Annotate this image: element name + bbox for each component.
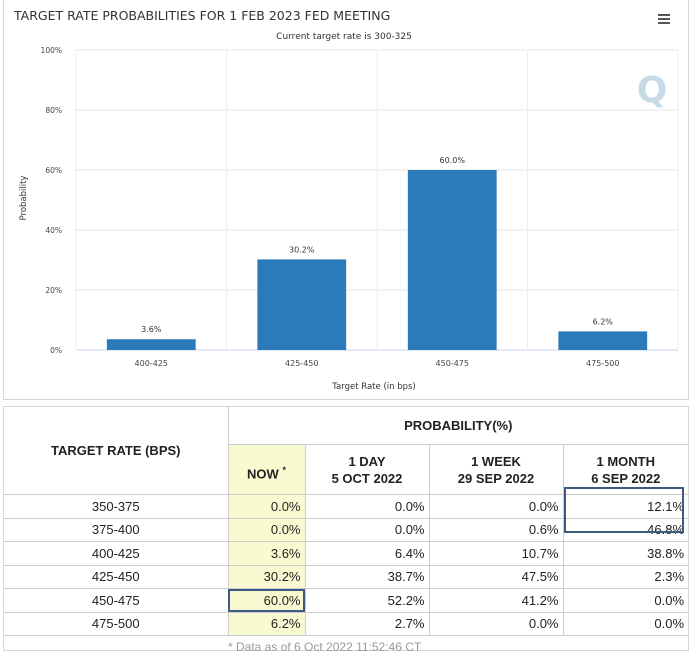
x-tick-label: 400-425 (135, 359, 168, 368)
table-row: 450-475 60.0% 52.2% 41.2% 0.0% (4, 589, 688, 613)
probability-header: PROBABILITY(%) (228, 407, 688, 445)
rate-cell: 425-450 (4, 565, 228, 589)
day-value: 0.0% (305, 495, 429, 519)
rate-cell: 475-500 (4, 612, 228, 636)
y-tick-label: 80% (45, 106, 62, 115)
now-value: 0.0% (228, 495, 305, 519)
bar-chart: TARGET RATE PROBABILITIES FOR 1 FEB 2023… (4, 0, 690, 400)
now-value: 30.2% (228, 565, 305, 589)
now-value: 3.6% (228, 542, 305, 566)
bar-425-450[interactable] (257, 259, 346, 350)
x-tick-label: 475-500 (586, 359, 619, 368)
x-tick-label: 425-450 (285, 359, 318, 368)
month-value: 46.8% (563, 518, 688, 542)
now-value-highlighted: 60.0% (228, 589, 305, 613)
bar-450-475[interactable] (408, 170, 497, 350)
table-row: 350-375 0.0% 0.0% 0.0% 12.1% (4, 495, 688, 519)
day-value: 0.0% (305, 518, 429, 542)
chart-title: TARGET RATE PROBABILITIES FOR 1 FEB 2023… (13, 8, 390, 23)
week-value: 47.5% (429, 565, 563, 589)
y-tick-label: 100% (41, 46, 62, 55)
y-tick-label: 60% (45, 166, 62, 175)
y-tick-label: 40% (45, 226, 62, 235)
watermark-logo: Q (637, 70, 668, 111)
month-value: 38.8% (563, 542, 688, 566)
rate-cell: 375-400 (4, 518, 228, 542)
table-row: 425-450 30.2% 38.7% 47.5% 2.3% (4, 565, 688, 589)
month-value: 2.3% (563, 565, 688, 589)
data-label: 6.2% (593, 317, 614, 326)
chart-subtitle: Current target rate is 300-325 (276, 32, 412, 42)
now-value: 6.2% (228, 612, 305, 636)
day-value: 6.4% (305, 542, 429, 566)
bar-475-500[interactable] (558, 331, 647, 350)
week-value: 0.6% (429, 518, 563, 542)
data-label: 30.2% (289, 245, 315, 254)
footnote: * Data as of 6 Oct 2022 11:52:46 CT (228, 636, 688, 658)
target-rate-header: TARGET RATE (BPS) (4, 407, 228, 495)
rate-cell: 450-475 (4, 589, 228, 613)
rate-cell: 400-425 (4, 542, 228, 566)
x-tick-label: 450-475 (436, 359, 469, 368)
week-value: 41.2% (429, 589, 563, 613)
data-label: 3.6% (141, 325, 162, 334)
chart-panel: TARGET RATE PROBABILITIES FOR 1 FEB 2023… (3, 0, 689, 400)
week-value: 0.0% (429, 495, 563, 519)
data-label: 60.0% (440, 156, 466, 165)
day-value: 38.7% (305, 565, 429, 589)
y-tick-label: 20% (45, 286, 62, 295)
table-row: 475-500 6.2% 2.7% 0.0% 0.0% (4, 612, 688, 636)
y-tick-label: 0% (50, 346, 62, 355)
month-value: 0.0% (563, 612, 688, 636)
day-value: 2.7% (305, 612, 429, 636)
now-value: 0.0% (228, 518, 305, 542)
x-axis-title: Target Rate (in bps) (331, 382, 416, 392)
y-axis-title: Probability (19, 176, 29, 221)
month-value: 12.1% (563, 495, 688, 519)
probability-table: TARGET RATE (BPS) PROBABILITY(%) NOW * 1… (4, 407, 688, 658)
day-value: 52.2% (305, 589, 429, 613)
rate-cell: 350-375 (4, 495, 228, 519)
month-value: 0.0% (563, 589, 688, 613)
probability-table-panel: TARGET RATE (BPS) PROBABILITY(%) NOW * 1… (3, 406, 689, 651)
week-value: 10.7% (429, 542, 563, 566)
table-row: 400-425 3.6% 6.4% 10.7% 38.8% (4, 542, 688, 566)
bar-400-425[interactable] (107, 339, 196, 350)
col-header-now: NOW * (228, 445, 305, 495)
chart-menu-icon[interactable] (658, 14, 670, 26)
week-value: 0.0% (429, 612, 563, 636)
table-row: 375-400 0.0% 0.0% 0.6% 46.8% (4, 518, 688, 542)
